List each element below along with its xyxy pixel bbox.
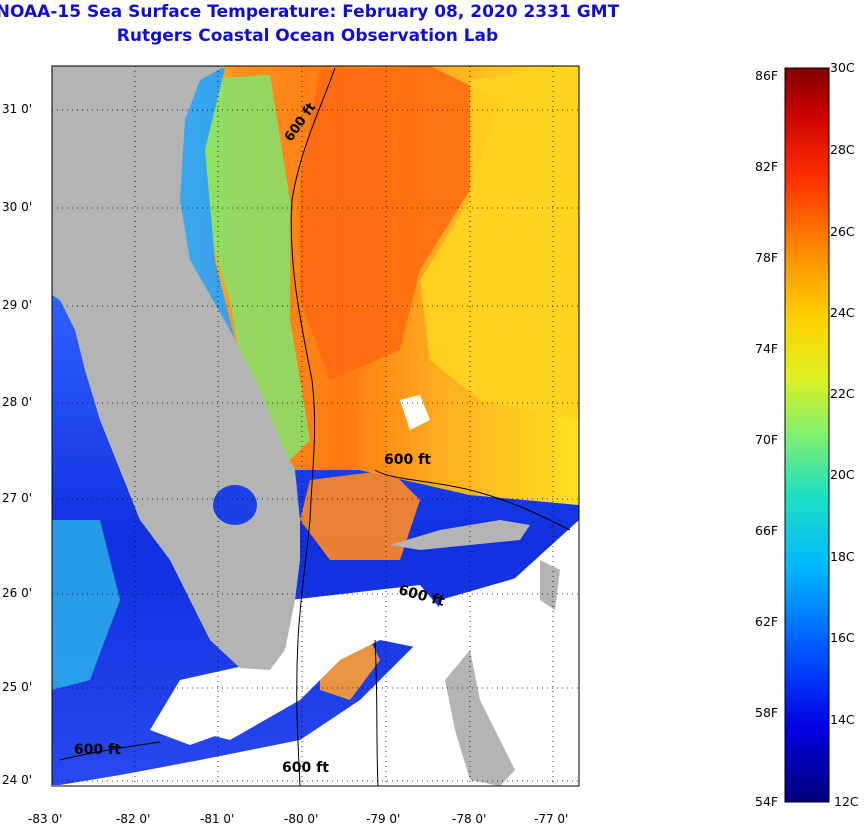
- colorbar-c-label: 12C: [834, 794, 859, 809]
- title-line-2: Rutgers Coastal Ocean Observation Lab: [116, 26, 499, 46]
- lat-label: 29 0': [2, 298, 33, 312]
- grand-bahama: [390, 520, 530, 550]
- lat-label: 27 0': [2, 491, 33, 505]
- contour-label: 600 ft: [282, 760, 329, 776]
- colorbar: [784, 67, 830, 803]
- colorbar-c-label: 14C: [830, 712, 855, 727]
- lon-label: -81 0': [200, 812, 235, 826]
- lon-label: -83 0': [28, 812, 63, 826]
- cyan-patch-west: [52, 520, 120, 690]
- contour-label: 600 ft: [384, 452, 431, 468]
- lon-label: -82 0': [116, 812, 151, 826]
- lake-okeechobee: [213, 485, 257, 525]
- colorbar-f-label: 82F: [755, 159, 779, 174]
- colorbar-c-label: 24C: [830, 305, 855, 320]
- lat-label: 25 0': [2, 680, 33, 694]
- graticule: [52, 66, 579, 786]
- title-line-1: NOAA-15 Sea Surface Temperature: Februar…: [0, 2, 620, 22]
- colorbar-c-label: 16C: [830, 630, 855, 645]
- lon-label: -79 0': [366, 812, 401, 826]
- colorbar-f-label: 86F: [755, 68, 779, 83]
- nearshore-band: [190, 75, 310, 470]
- yellow-eddy: [420, 66, 579, 420]
- colorbar-c-label: 30C: [830, 60, 855, 75]
- colorbar-f-label: 74F: [755, 341, 779, 356]
- colorbar-f-label: 78F: [755, 250, 779, 265]
- gulf-stream-warm: [300, 66, 500, 380]
- lat-label: 31 0': [2, 102, 33, 116]
- colorbar-f-label: 66F: [755, 523, 779, 538]
- lat-label: 28 0': [2, 395, 33, 409]
- colorbar-c-label: 20C: [830, 467, 855, 482]
- colorbar-f-label: 62F: [755, 614, 779, 629]
- andros-island: [445, 650, 515, 786]
- colorbar-c-label: 18C: [830, 549, 855, 564]
- colorbar-c-label: 28C: [830, 142, 855, 157]
- lat-label: 24 0': [2, 773, 33, 787]
- lon-label: -77 0': [534, 812, 569, 826]
- colorbar-f-label: 70F: [755, 432, 779, 447]
- depth-contours: [59, 67, 571, 786]
- warm-patch-bahamas: [300, 470, 420, 560]
- lon-label: -78 0': [452, 812, 487, 826]
- lat-label: 30 0': [2, 200, 33, 214]
- colorbar-c-label: 26C: [830, 224, 855, 239]
- contour-label: 600 ft: [74, 742, 121, 758]
- colorbar-f-label: 54F: [755, 794, 779, 809]
- cloud-mask: [52, 395, 579, 786]
- lat-label: 26 0': [2, 586, 33, 600]
- colorbar-f-label: 58F: [755, 705, 779, 720]
- colorbar-c-label: 22C: [830, 386, 855, 401]
- lon-label: -80 0': [284, 812, 319, 826]
- eleuthera: [540, 560, 560, 610]
